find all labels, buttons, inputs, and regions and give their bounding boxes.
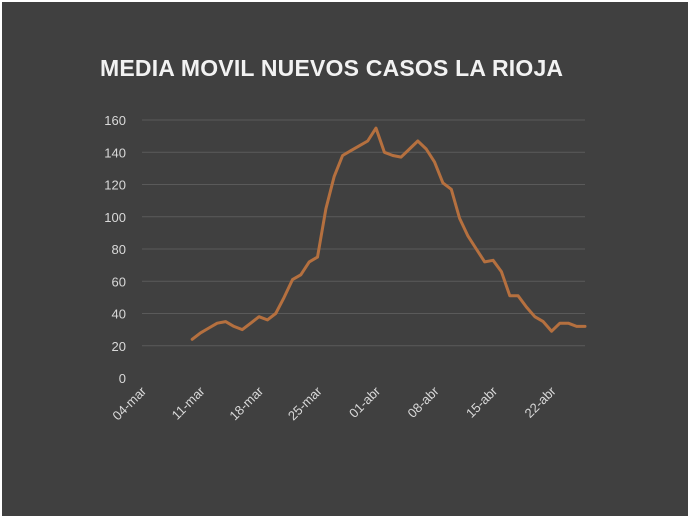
x-tick-label: 22-abr [522, 383, 560, 421]
x-tick-label: 15-abr [463, 383, 501, 421]
chart-title: MEDIA MOVIL NUEVOS CASOS LA RIOJA [100, 55, 564, 81]
y-tick-label: 100 [104, 210, 126, 225]
y-tick-label: 160 [104, 113, 126, 128]
x-tick-label: 18-mar [226, 383, 266, 423]
x-tick-label: 25-mar [285, 383, 325, 423]
y-tick-label: 0 [119, 371, 126, 386]
y-tick-label: 140 [104, 145, 126, 160]
x-tick-label: 01-abr [346, 383, 384, 421]
y-tick-label: 20 [112, 339, 126, 354]
x-tick-label: 08-abr [404, 383, 442, 421]
y-tick-label: 60 [112, 274, 126, 289]
y-tick-label: 40 [112, 307, 126, 322]
x-tick-label: 04-mar [109, 383, 149, 423]
y-tick-label: 80 [112, 242, 126, 257]
x-tick-label: 11-mar [169, 383, 209, 423]
y-tick-label: 120 [104, 178, 126, 193]
series-line [190, 126, 587, 341]
